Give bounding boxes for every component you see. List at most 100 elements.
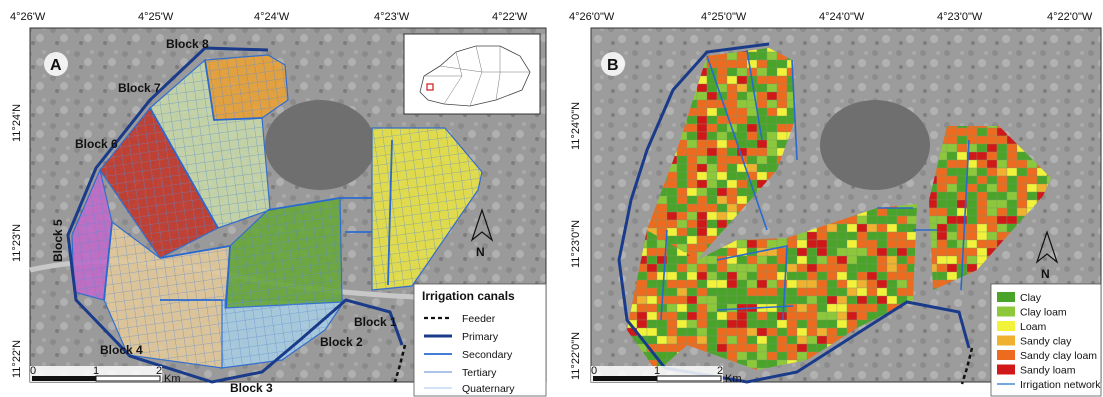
soil-cell bbox=[746, 131, 758, 141]
soil-cell bbox=[806, 231, 818, 241]
soil-cell bbox=[766, 319, 778, 329]
scale-bar: 0 1 2 Km bbox=[30, 365, 181, 385]
soil-cell bbox=[696, 327, 708, 337]
soil-cell bbox=[1026, 175, 1038, 185]
soil-cell bbox=[686, 311, 698, 321]
soil-cell bbox=[676, 235, 688, 245]
panel-a-map: Block 8 Block 7 Block 6 Block 5 Block 4 … bbox=[0, 0, 550, 397]
soil-cell bbox=[716, 67, 728, 77]
soil-cell bbox=[906, 231, 917, 241]
soil-cell bbox=[666, 235, 678, 245]
block-label: Block 8 bbox=[166, 37, 209, 51]
soil-cell bbox=[716, 147, 728, 157]
soil-cell bbox=[966, 255, 978, 265]
soil-cell bbox=[686, 279, 698, 289]
soil-cell bbox=[686, 187, 698, 197]
soil-cell bbox=[776, 91, 788, 101]
soil-cell bbox=[756, 83, 768, 93]
north-label: N bbox=[1041, 267, 1050, 281]
left-axis: 11°24'N 11°23'N 11°22'N bbox=[11, 104, 23, 378]
soil-cell bbox=[816, 295, 828, 305]
soil-cell bbox=[776, 303, 788, 313]
soil-cell bbox=[656, 319, 668, 329]
soil-cell bbox=[1006, 183, 1018, 193]
soil-cell bbox=[946, 191, 958, 201]
panel-letter-badge bbox=[601, 52, 625, 76]
soil-cell bbox=[676, 271, 688, 281]
soil-cell bbox=[756, 263, 768, 273]
soil-cell bbox=[786, 327, 798, 337]
soil-cell bbox=[966, 175, 978, 185]
soil-cell bbox=[716, 211, 728, 221]
block-label: Block 2 bbox=[320, 335, 363, 349]
soil-cell bbox=[756, 343, 768, 353]
soil-cell bbox=[656, 263, 668, 273]
soil-cell bbox=[836, 239, 848, 249]
soil-cell bbox=[686, 227, 698, 237]
soil-cell bbox=[736, 343, 748, 353]
panel-b-svg: B 4°26'0"W 4°25'0"W 4°24'0"W 4°23'0"W 4°… bbox=[569, 11, 1102, 397]
soil-cell bbox=[786, 279, 798, 289]
soil-cell bbox=[706, 155, 718, 165]
soil-cell bbox=[786, 303, 798, 313]
soil-cell bbox=[936, 183, 948, 193]
scale-label: 0 bbox=[30, 365, 36, 377]
soil-cell bbox=[726, 271, 738, 281]
soil-cell bbox=[966, 127, 978, 137]
soil-cell bbox=[756, 279, 768, 289]
soil-cell bbox=[706, 99, 718, 109]
soil-cell bbox=[686, 155, 698, 165]
soil-cell bbox=[826, 263, 838, 273]
soil-cell bbox=[806, 279, 818, 289]
soil-cell bbox=[936, 255, 948, 265]
soil-cell bbox=[796, 319, 808, 329]
soil-cell bbox=[776, 115, 788, 125]
soil-cell bbox=[826, 311, 838, 321]
soil-cell bbox=[746, 115, 758, 125]
soil-cell bbox=[946, 207, 958, 217]
legend-item: Feeder bbox=[462, 313, 496, 325]
soil-cell bbox=[946, 151, 958, 161]
soil-cell bbox=[846, 247, 858, 257]
soil-cell bbox=[936, 223, 948, 233]
block-grid bbox=[225, 198, 342, 308]
soil-cell bbox=[706, 219, 718, 229]
soil-cell bbox=[686, 219, 698, 229]
soil-cell bbox=[706, 343, 718, 353]
soil-cell bbox=[946, 167, 958, 177]
soil-cell bbox=[776, 311, 788, 321]
soil-cell bbox=[706, 255, 718, 265]
soil-cell bbox=[666, 295, 678, 305]
legend-item: Sandy clay loam bbox=[1020, 350, 1097, 362]
soil-cell bbox=[646, 327, 658, 337]
soil-cell bbox=[956, 159, 968, 169]
soil-cell bbox=[696, 131, 708, 141]
soil-cell bbox=[666, 187, 678, 197]
soil-cell bbox=[816, 327, 828, 337]
soil-cell bbox=[896, 215, 908, 225]
soil-cell bbox=[756, 163, 768, 173]
soil-cell bbox=[676, 287, 688, 297]
soil-cell bbox=[996, 175, 1008, 185]
soil-cell bbox=[746, 147, 758, 157]
soil-cell bbox=[736, 99, 748, 109]
soil-cell bbox=[976, 239, 988, 249]
soil-cell bbox=[706, 123, 718, 133]
soil-cell bbox=[726, 75, 738, 85]
soil-cell bbox=[716, 75, 728, 85]
soil-cell bbox=[676, 163, 688, 173]
left-tick-label: 11°23'0"N bbox=[570, 220, 582, 268]
soil-cell bbox=[866, 263, 878, 273]
soil-cell bbox=[756, 75, 768, 85]
soil-cell bbox=[766, 83, 778, 93]
irrigation-network-outline bbox=[617, 42, 971, 384]
soil-cell bbox=[736, 171, 748, 181]
soil-cell bbox=[706, 83, 718, 93]
soil-cell bbox=[986, 135, 998, 145]
soil-cell bbox=[696, 171, 708, 181]
left-axis: 11°24'0"N 11°23'0"N 11°22'0"N bbox=[570, 102, 582, 380]
soil-cell bbox=[636, 287, 648, 297]
soil-cell bbox=[786, 247, 798, 257]
soil-cell bbox=[776, 123, 788, 133]
left-tick-label: 11°24'0"N bbox=[570, 102, 582, 150]
